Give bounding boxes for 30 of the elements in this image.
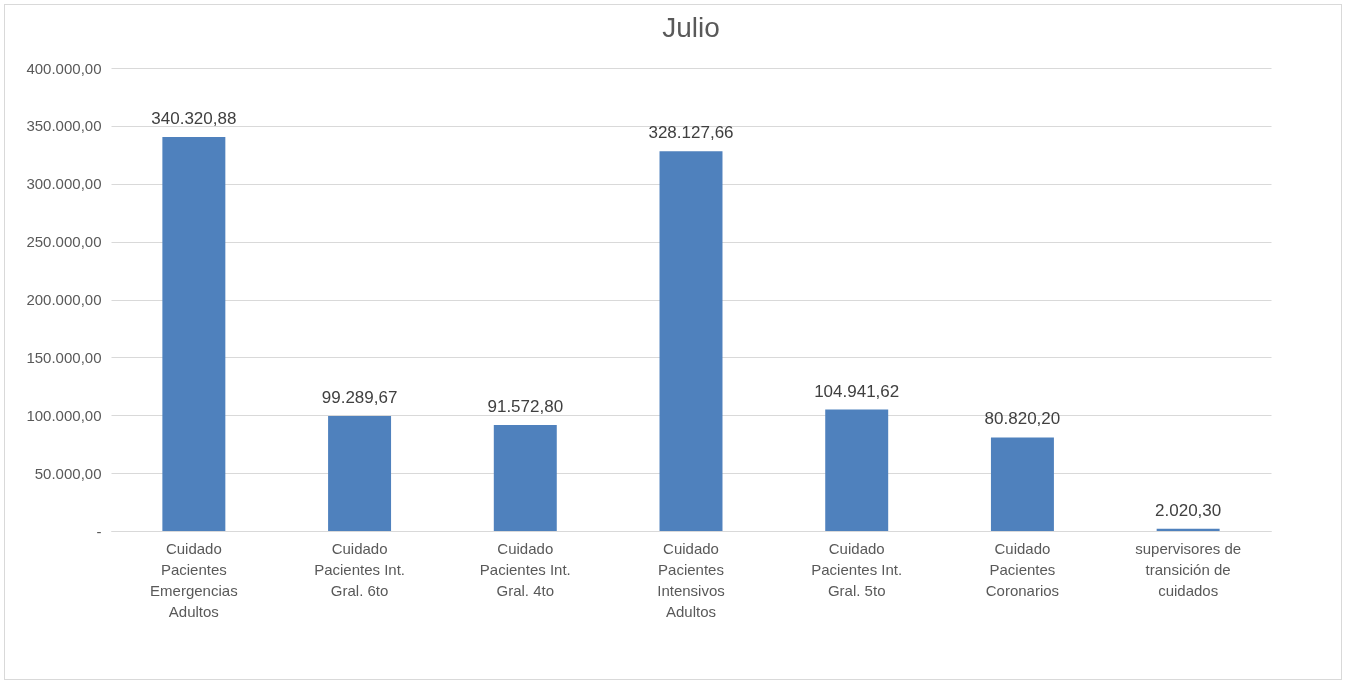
y-tick-label: 150.000,00 xyxy=(26,348,102,366)
x-tick-label: Cuidado Pacientes Int. Gral. 6to xyxy=(314,539,406,599)
data-label: 328.127,66 xyxy=(648,123,734,143)
y-tick-label: 400.000,00 xyxy=(26,59,102,77)
data-label: 340.320,88 xyxy=(151,109,237,129)
x-tick-label: Cuidado Pacientes Int. Gral. 5to xyxy=(811,539,903,599)
y-tick-label: 300.000,00 xyxy=(26,175,102,193)
bar xyxy=(493,425,557,531)
x-tick-label: Cuidado Pacientes Coronarios xyxy=(985,539,1060,599)
y-tick-label: - xyxy=(96,522,102,540)
data-label: 80.820,20 xyxy=(984,409,1061,429)
x-tick-label: Cuidado Pacientes Int. Gral. 4to xyxy=(479,539,571,599)
y-tick-label: 200.000,00 xyxy=(26,291,102,308)
x-tick-label: supervisores de transición de cuidados xyxy=(1135,539,1242,599)
data-label: 99.289,67 xyxy=(321,388,398,408)
x-tick-label: Cuidado Pacientes Emergencias Adultos xyxy=(150,539,238,620)
y-tick-label: 250.000,00 xyxy=(26,233,102,251)
y-tick-label: 50.000,00 xyxy=(34,464,102,482)
y-tick-label: 100.000,00 xyxy=(26,406,102,424)
bar xyxy=(990,437,1054,531)
bar xyxy=(328,416,392,531)
chart-title: Julio xyxy=(662,12,720,43)
bar xyxy=(162,137,226,531)
data-label: 2.020,30 xyxy=(1155,500,1222,520)
data-label: 91.572,80 xyxy=(487,397,564,416)
y-tick-label: 350.000,00 xyxy=(26,117,102,135)
bar xyxy=(659,151,723,531)
x-tick-label: Cuidado Pacientes Intensivos Adultos xyxy=(657,539,725,620)
data-label: 104.941,62 xyxy=(814,381,900,401)
bar xyxy=(825,409,889,531)
